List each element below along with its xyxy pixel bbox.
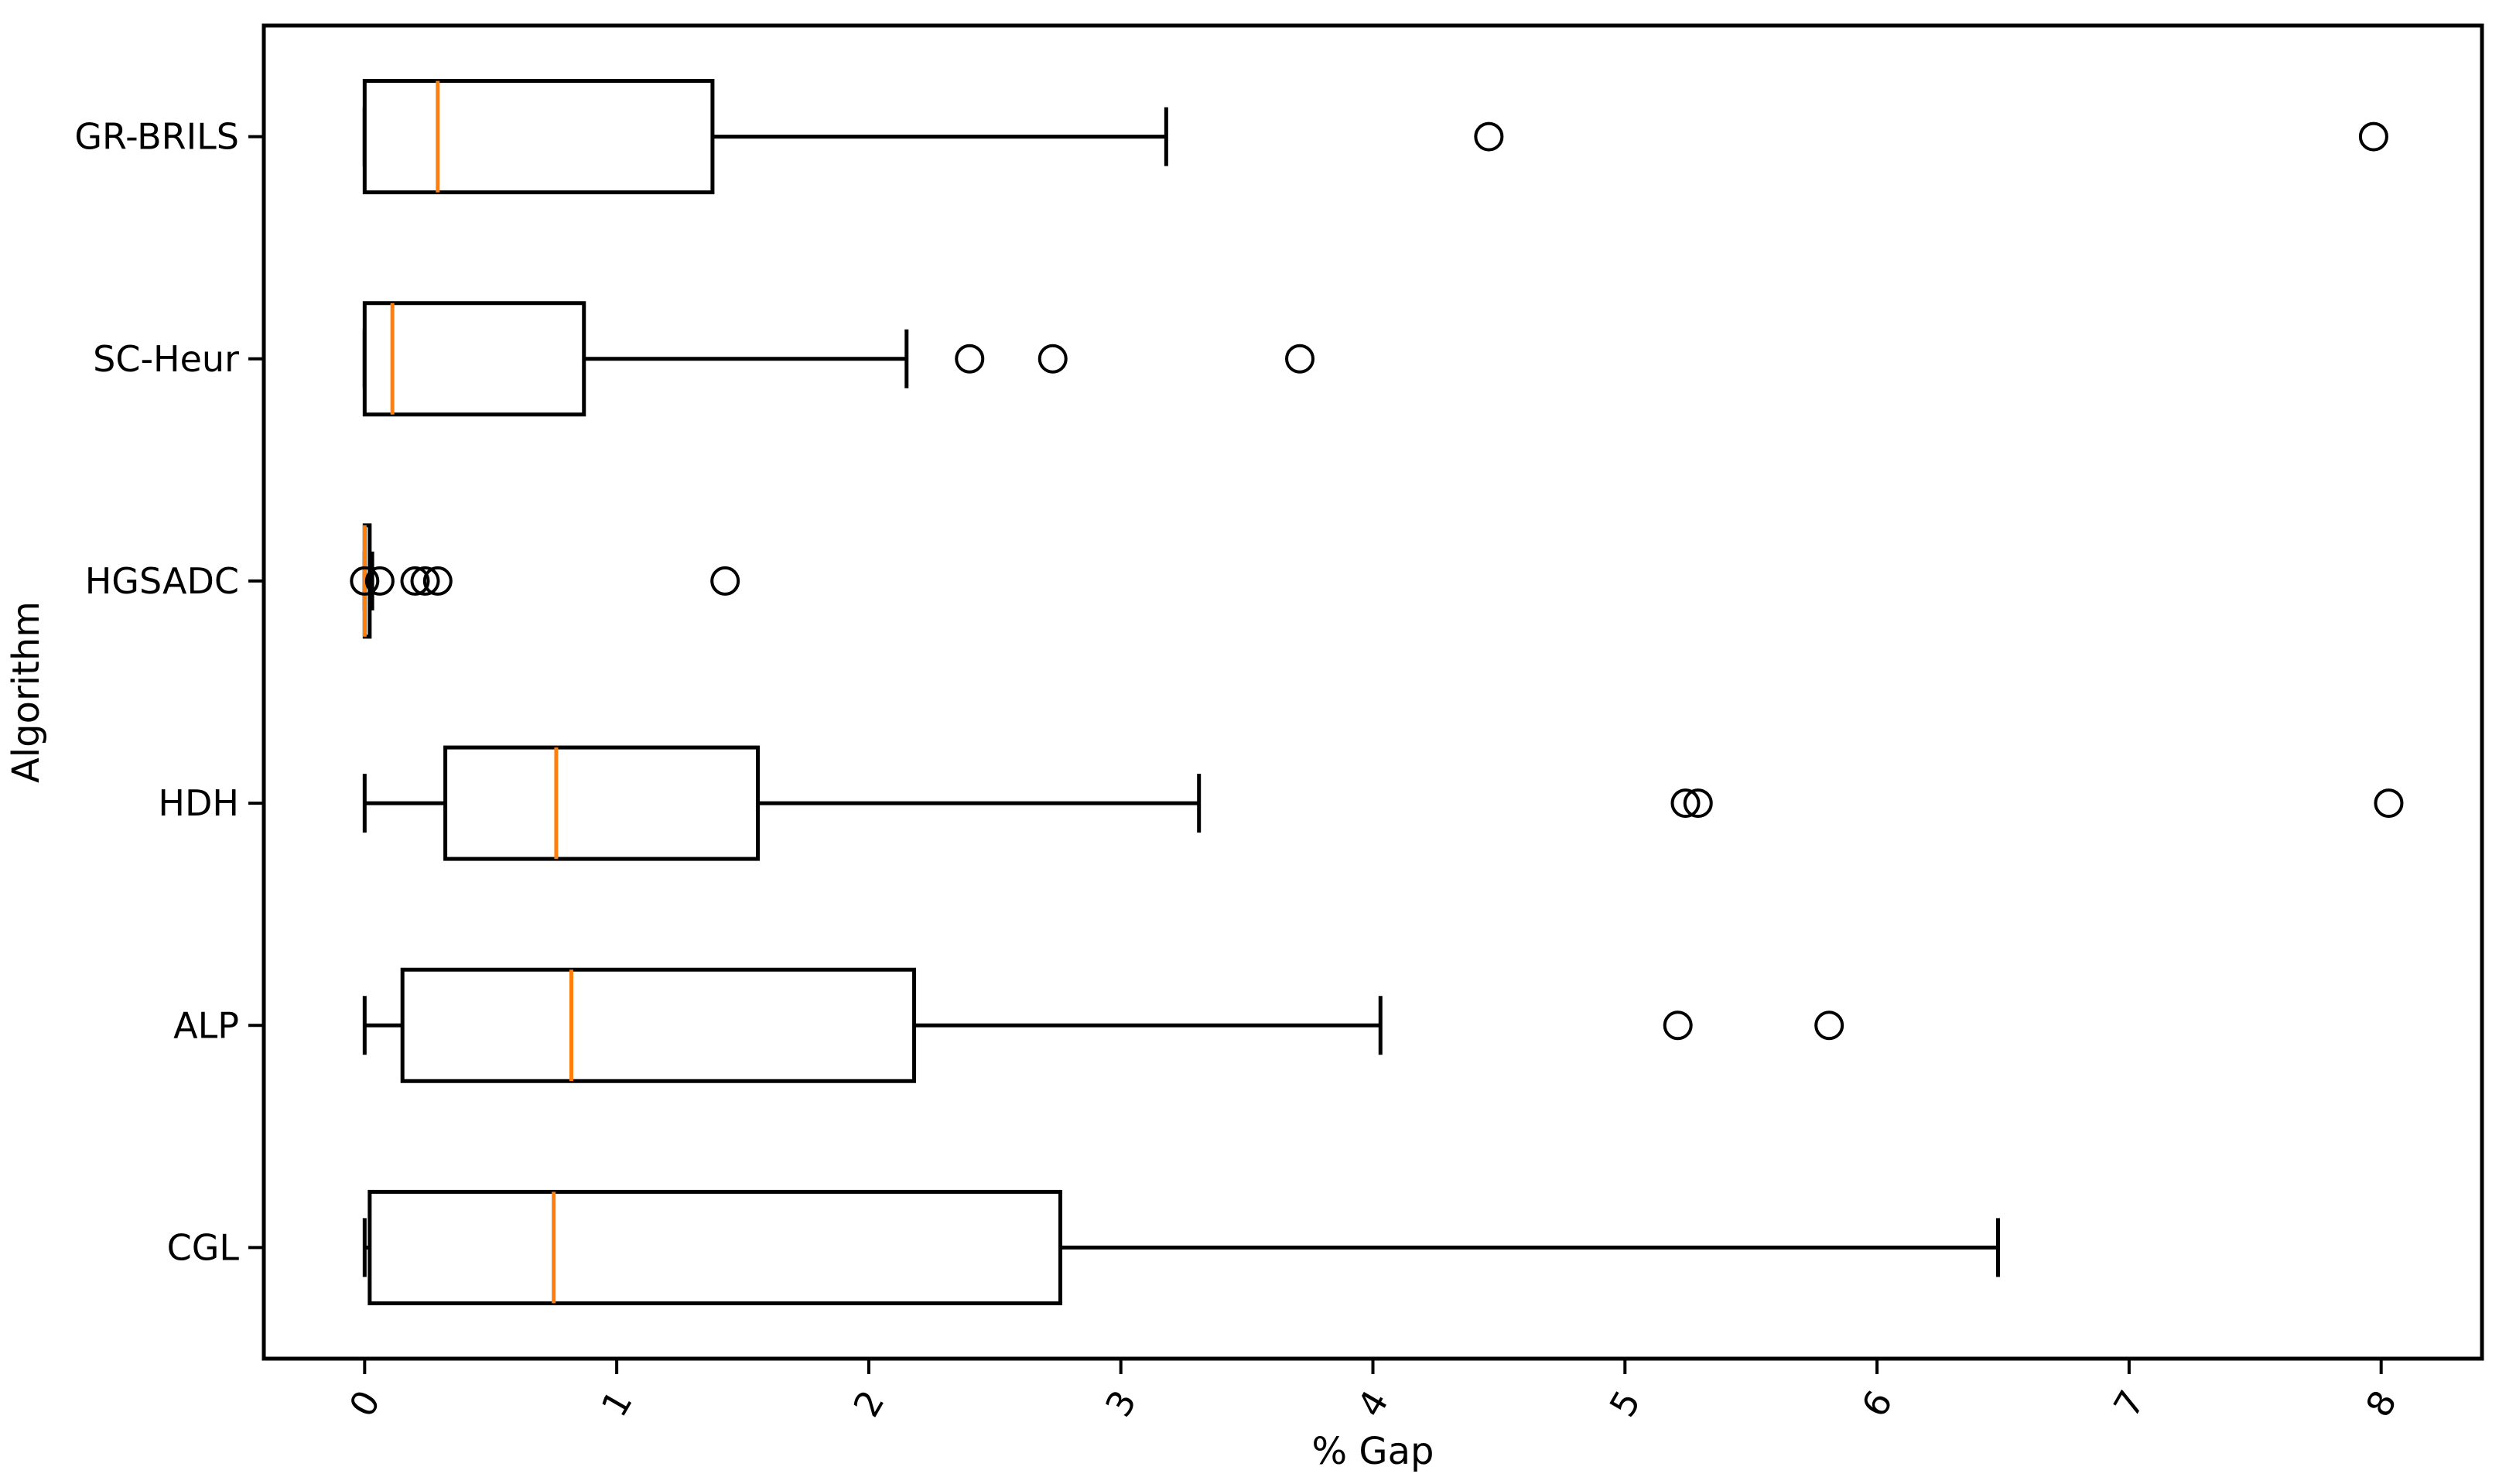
outlier-marker — [2374, 788, 2404, 819]
iqr-box — [400, 967, 917, 1083]
y-tick-label: ALP — [173, 1004, 239, 1046]
x-axis-label: % Gap — [1312, 1430, 1434, 1473]
outlier-marker — [710, 566, 740, 596]
outlier-marker — [1670, 788, 1701, 819]
outlier-marker — [400, 566, 430, 596]
y-tick-label: GR-BRILS — [74, 116, 239, 158]
box-group-sc-heur: SC-Heur — [93, 301, 1315, 417]
outlier-marker — [1474, 121, 1504, 152]
box-group-hgsadc: HGSADC — [85, 523, 740, 639]
box-group-hdh: HDH — [158, 745, 2404, 861]
y-tick-label: SC-Heur — [93, 338, 239, 380]
iqr-box — [368, 1189, 1063, 1305]
outlier-marker — [350, 566, 380, 596]
outlier-marker — [1663, 1010, 1693, 1041]
y-axis-label: Algorithm — [5, 601, 48, 783]
outlier-marker — [1038, 344, 1068, 374]
y-tick-label: CGL — [167, 1226, 240, 1268]
box-group-alp: ALP — [173, 967, 1844, 1083]
outlier-marker — [1814, 1010, 1844, 1041]
iqr-box — [362, 79, 715, 195]
outlier-marker — [955, 344, 985, 374]
iqr-box — [443, 745, 761, 861]
outlier-marker — [1285, 344, 1315, 374]
y-tick-label: HGSADC — [85, 560, 239, 602]
outlier-marker — [364, 566, 395, 596]
y-tick-label: HDH — [158, 782, 239, 824]
iqr-box — [362, 301, 586, 417]
box-group-cgl: CGL — [167, 1189, 2000, 1305]
outlier-marker — [1683, 788, 1713, 819]
outlier-marker — [2358, 121, 2388, 152]
outlier-marker — [422, 566, 453, 596]
outlier-marker — [410, 566, 440, 596]
box-group-gr-brils: GR-BRILS — [74, 79, 2388, 195]
